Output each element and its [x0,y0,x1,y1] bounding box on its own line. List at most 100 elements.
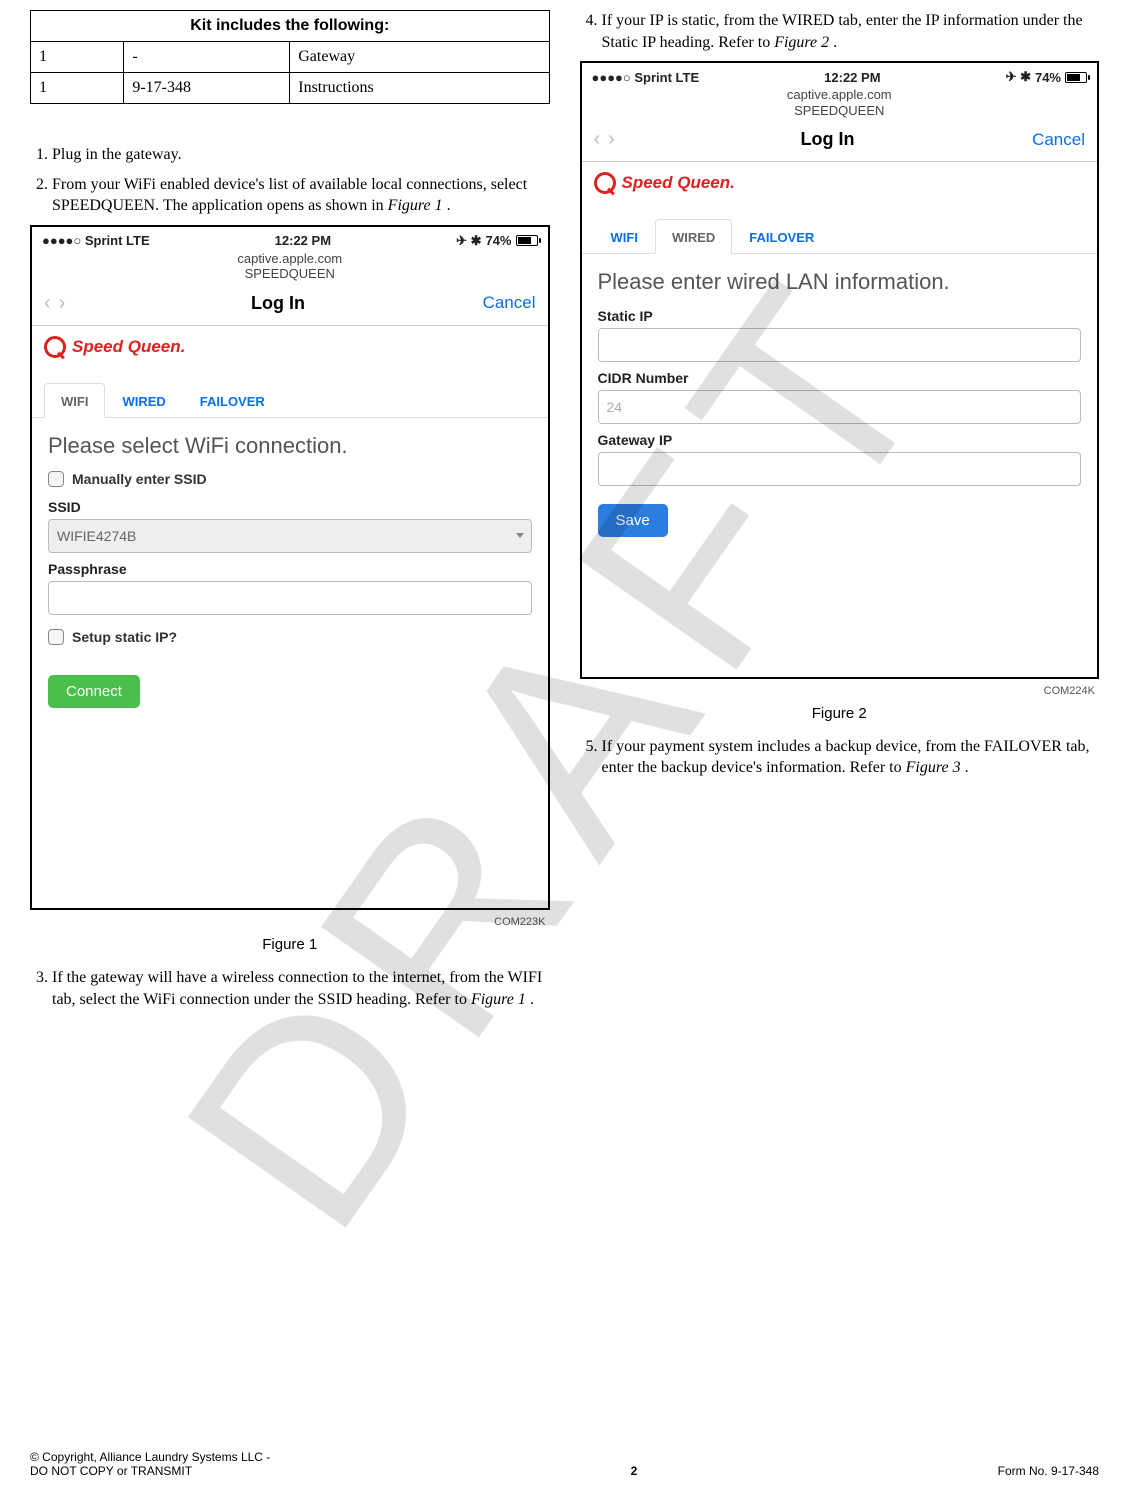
clock: 12:22 PM [275,233,331,248]
figure-ref: Figure 3 [906,759,961,776]
gateway-ip-field[interactable] [598,452,1082,486]
figure-2: ●●●●○ Sprint LTE 12:22 PM ✈ ✱ 74% captiv… [580,61,1100,679]
nav-title: Log In [73,293,482,314]
brand-icon [594,172,616,194]
status-bar: ●●●●○ Sprint LTE 12:22 PM ✈ ✱ 74% [32,227,548,251]
nav-title: Log In [623,129,1032,150]
passphrase-label: Passphrase [48,561,532,577]
cell: 1 [31,73,124,104]
ssid-dropdown[interactable] [48,519,532,553]
text: . [526,991,534,1008]
footer-left: © Copyright, Alliance Laundry Systems LL… [30,1450,270,1478]
carrier: ●●●●○ Sprint LTE [592,70,700,85]
tab-wifi[interactable]: WIFI [44,383,105,418]
kit-table: Kit includes the following: 1 - Gateway … [30,10,550,104]
connect-button[interactable]: Connect [48,675,140,708]
checkbox-label: Manually enter SSID [72,471,207,487]
forward-icon[interactable]: › [608,128,615,151]
ssid-field[interactable] [48,519,532,553]
cancel-button[interactable]: Cancel [1032,130,1085,150]
wifi-panel: Please select WiFi connection. Manually … [32,418,548,909]
nav-bar: ‹ › Log In Cancel [582,122,1098,162]
status-right: ✈ ✱ 74% [456,233,537,249]
figure-caption: Figure 1 [30,936,550,953]
page-footer: © Copyright, Alliance Laundry Systems LL… [30,1450,1099,1478]
static-ip-field[interactable] [598,328,1082,362]
cell: 1 [31,42,124,73]
steps-left: Plug in the gateway. From your WiFi enab… [30,144,550,217]
static-ip-label: Static IP [598,308,1082,324]
battery-pct: 74% [1035,70,1061,85]
tab-failover[interactable]: FAILOVER [732,219,831,254]
battery-icon [516,235,538,246]
cell: 9-17-348 [124,73,290,104]
save-button[interactable]: Save [598,504,668,537]
passphrase-field[interactable] [48,581,532,615]
battery-icon [1065,72,1087,83]
brand-logo: Speed Queen. [582,162,1098,208]
checkbox-icon[interactable] [48,471,64,487]
ssid-label: SSID [48,499,532,515]
step-1: Plug in the gateway. [52,144,550,166]
step-4: If your IP is static, from the WIRED tab… [602,10,1100,53]
clock: 12:22 PM [824,70,880,85]
manual-ssid-row[interactable]: Manually enter SSID [48,471,532,487]
brand-logo: Speed Queen. [32,326,548,372]
captive-host: captive.apple.com SPEEDQUEEN [582,87,1098,122]
cidr-label: CIDR Number [598,370,1082,386]
tab-wifi[interactable]: WIFI [594,219,655,254]
cancel-button[interactable]: Cancel [483,293,536,313]
tab-failover[interactable]: FAILOVER [183,383,282,418]
wired-panel: Please enter wired LAN information. Stat… [582,254,1098,677]
brand-text: Speed Queen. [72,337,185,357]
cell: - [124,42,290,73]
copy-notice: DO NOT COPY or TRANSMIT [30,1464,270,1478]
checkbox-icon[interactable] [48,629,64,645]
text: If your payment system includes a backup… [602,738,1090,777]
text: . [829,34,837,51]
cell: Gateway [290,42,549,73]
tab-wired[interactable]: WIRED [105,383,182,418]
figure-ref: Figure 1 [471,991,526,1008]
text: From your WiFi enabled device's list of … [52,176,527,215]
figure-ref: Figure 2 [774,34,829,51]
text: . [443,197,451,214]
static-ip-row[interactable]: Setup static IP? [48,629,532,645]
cidr-field[interactable] [598,390,1082,424]
form-number: Form No. 9-17-348 [998,1464,1099,1478]
figure-1: ●●●●○ Sprint LTE 12:22 PM ✈ ✱ 74% captiv… [30,225,550,911]
image-code: COM224K [580,683,1100,699]
table-row: 1 9-17-348 Instructions [31,73,550,104]
captive-host: captive.apple.com SPEEDQUEEN [32,251,548,286]
carrier: ●●●●○ Sprint LTE [42,233,150,248]
right-column: If your IP is static, from the WIRED tab… [580,10,1100,1019]
text: SPEEDQUEEN [582,103,1098,119]
forward-icon[interactable]: › [59,292,66,315]
back-icon[interactable]: ‹ [594,128,601,151]
tabs: WIFI WIRED FAILOVER [32,382,548,418]
status-right: ✈ ✱ 74% [1006,69,1087,85]
battery-pct: 74% [485,233,511,248]
checkbox-label: Setup static IP? [72,629,177,645]
back-icon[interactable]: ‹ [44,292,51,315]
text: SPEEDQUEEN [32,266,548,282]
nav-bar: ‹ › Log In Cancel [32,286,548,326]
step-2: From your WiFi enabled device's list of … [52,174,550,217]
copyright: © Copyright, Alliance Laundry Systems LL… [30,1450,270,1464]
brand-icon [44,336,66,358]
page-number: 2 [631,1464,638,1478]
steps-right: If your IP is static, from the WIRED tab… [580,10,1100,53]
text: captive.apple.com [32,251,548,267]
steps-left-cont: If the gateway will have a wireless conn… [30,967,550,1010]
panel-heading: Please enter wired LAN information. [598,268,1082,296]
gateway-ip-label: Gateway IP [598,432,1082,448]
step-3: If the gateway will have a wireless conn… [52,967,550,1010]
steps-right-cont: If your payment system includes a backup… [580,736,1100,779]
figure-ref: Figure 1 [388,197,443,214]
table-row: 1 - Gateway [31,42,550,73]
brand-text: Speed Queen. [622,173,735,193]
cell: Instructions [290,73,549,104]
figure-caption: Figure 2 [580,705,1100,722]
tab-wired[interactable]: WIRED [655,219,732,254]
text: If the gateway will have a wireless conn… [52,969,542,1008]
